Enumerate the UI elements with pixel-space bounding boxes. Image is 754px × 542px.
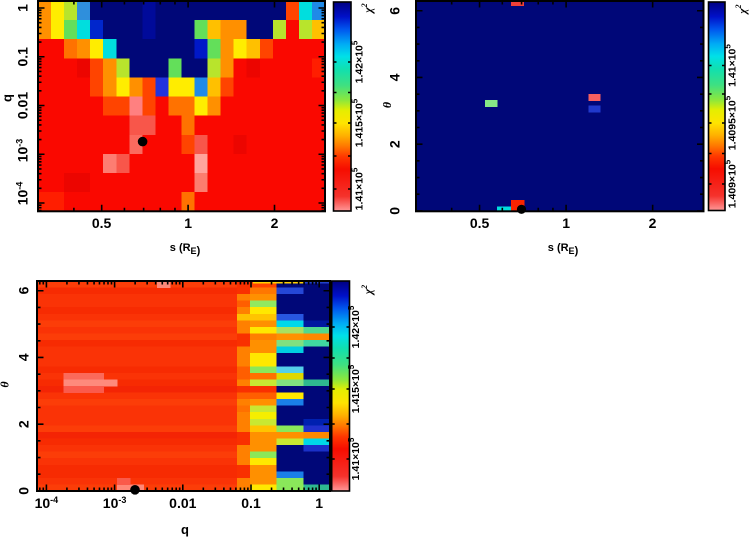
svg-text:1: 1 xyxy=(184,215,192,231)
svg-text:1.41×105: 1.41×105 xyxy=(347,437,362,480)
svg-text:1.4095×105: 1.4095×105 xyxy=(724,95,739,150)
svg-text:2: 2 xyxy=(271,215,279,231)
svg-text:1: 1 xyxy=(562,215,570,231)
svg-text:0.1: 0.1 xyxy=(15,47,31,67)
svg-text:χ2: χ2 xyxy=(360,3,375,14)
svg-text:1.41×105: 1.41×105 xyxy=(724,44,739,87)
svg-text:q: q xyxy=(0,94,14,102)
svg-text:1.415×105: 1.415×105 xyxy=(347,364,362,413)
svg-text:2: 2 xyxy=(16,420,32,428)
svg-text:s (RE): s (RE) xyxy=(548,242,579,257)
svg-text:1: 1 xyxy=(315,495,323,511)
svg-text:θ: θ xyxy=(380,101,394,108)
svg-text:θ: θ xyxy=(0,381,12,388)
svg-text:s (RE): s (RE) xyxy=(170,242,201,257)
svg-text:6: 6 xyxy=(16,286,32,294)
svg-text:0: 0 xyxy=(16,487,32,495)
svg-text:4: 4 xyxy=(387,73,403,81)
svg-text:0: 0 xyxy=(387,207,403,215)
svg-text:1.409×105: 1.409×105 xyxy=(724,159,739,208)
svg-text:χ2: χ2 xyxy=(734,4,749,15)
svg-text:1: 1 xyxy=(15,4,31,12)
svg-text:0.1: 0.1 xyxy=(241,495,261,511)
svg-text:4: 4 xyxy=(16,353,32,361)
svg-text:1.415×105: 1.415×105 xyxy=(351,98,366,147)
svg-text:1.42×105: 1.42×105 xyxy=(351,40,366,83)
svg-text:1.42×105: 1.42×105 xyxy=(347,305,362,348)
svg-text:0.5: 0.5 xyxy=(92,215,112,231)
svg-text:q: q xyxy=(181,522,189,537)
svg-text:χ2: χ2 xyxy=(360,285,375,296)
svg-text:0.01: 0.01 xyxy=(15,92,31,119)
svg-text:2: 2 xyxy=(387,140,403,148)
svg-text:0.01: 0.01 xyxy=(169,495,196,511)
svg-text:1.41×105: 1.41×105 xyxy=(351,167,366,210)
svg-text:6: 6 xyxy=(387,7,403,15)
svg-text:2: 2 xyxy=(649,215,657,231)
svg-text:0.5: 0.5 xyxy=(470,215,490,231)
